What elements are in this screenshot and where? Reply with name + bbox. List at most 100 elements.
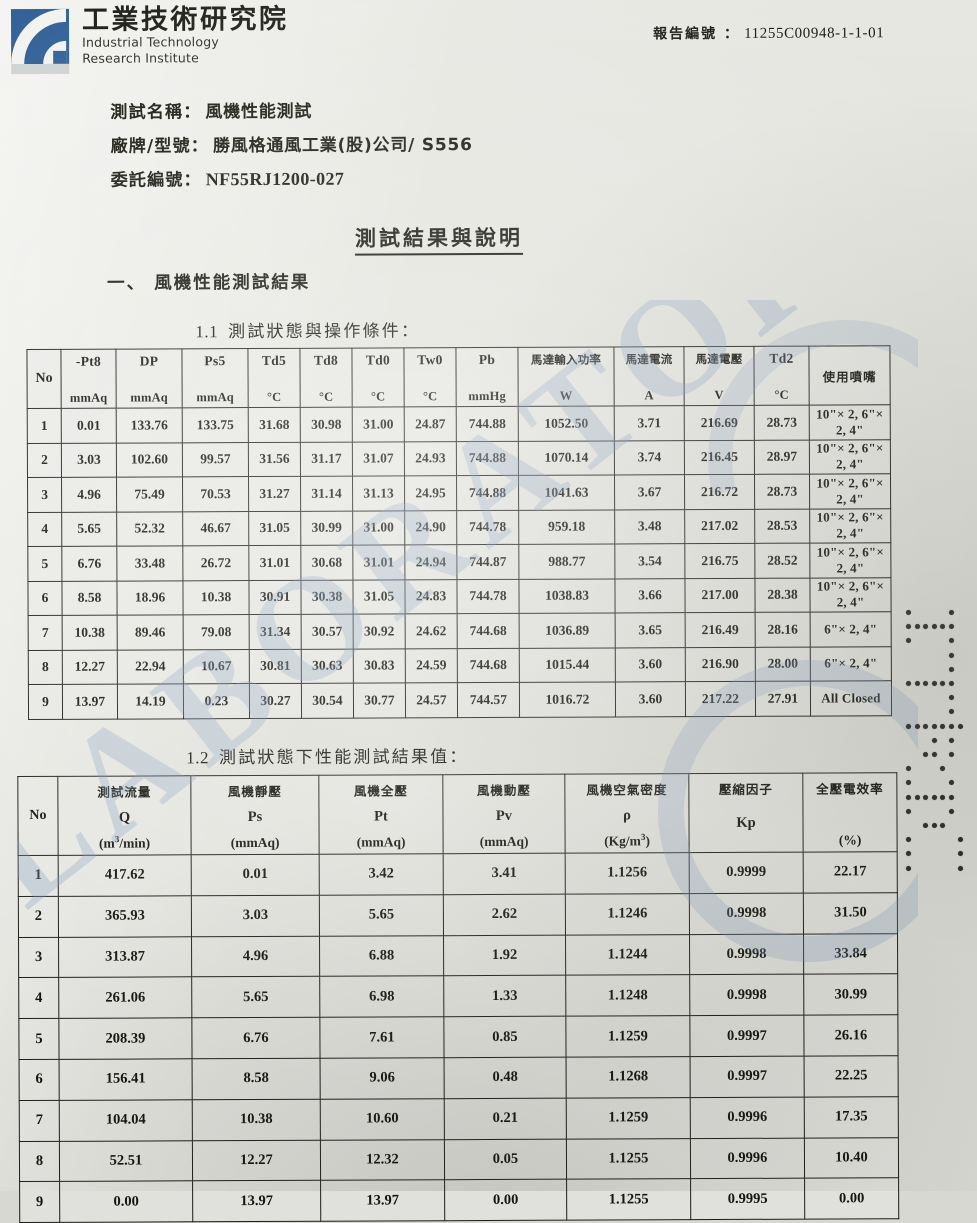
col-header-label: 風機全壓 [320, 780, 441, 800]
table-cell: 30.27 [249, 683, 301, 718]
section-heading-1: 一、 風機性能測試結果 [107, 269, 310, 295]
table-cell: 31.00 [353, 510, 405, 545]
table-cell: 1.1255 [567, 1179, 691, 1220]
punch-dot [958, 724, 963, 729]
table-cell: 30.63 [301, 649, 353, 684]
table-cell: 26.72 [183, 546, 249, 581]
col-header-label: 風機動壓 [444, 779, 563, 799]
table-cell: 217.02 [685, 509, 755, 544]
punch-dot [923, 681, 928, 686]
table-cell: 3.60 [615, 647, 685, 682]
table-cell: 10"× 2, 6"× 2, 4" [809, 474, 890, 509]
table-cell: 3.48 [615, 509, 685, 544]
col-header-label: 壓縮因子 [690, 778, 801, 797]
table-cell: 12.27 [192, 1140, 320, 1181]
table-cell: 0.9998 [689, 934, 803, 975]
table-cell: 24.57 [405, 683, 457, 718]
table-cell: All Closed [810, 681, 891, 716]
col-header-unit: (%) [805, 832, 896, 848]
test-meta-block: 測試名稱： 風機性能測試 廠牌/型號： 勝風格通風工業(股)公司/ S556 委… [110, 96, 473, 200]
col-header-unit: °C [302, 389, 351, 404]
table-cell: 216.75 [685, 543, 755, 578]
table-cell: 1041.63 [518, 475, 614, 510]
table-cell: 3.67 [614, 475, 684, 510]
table-cell: 1.1259 [566, 1016, 690, 1057]
col-header-label: 使用噴嘴 [810, 366, 890, 385]
punch-dot [940, 724, 945, 729]
table-cell: 9.06 [320, 1058, 444, 1099]
table-cell: 52.32 [117, 511, 183, 546]
table-cell: 17.35 [804, 1096, 898, 1137]
col-header-label: Td5 [249, 352, 298, 368]
meta-label: 測試名稱： [110, 97, 201, 122]
meta-value: 勝風格通風工業(股)公司/ S556 [213, 130, 473, 156]
table-cell: 133.76 [116, 408, 182, 443]
row-index-cell: 6 [28, 581, 62, 616]
table-cell: 0.00 [445, 1180, 567, 1221]
col-header-label: Td0 [353, 352, 402, 368]
table-cell: 3.03 [61, 443, 116, 478]
table-cell: 0.9999 [689, 852, 803, 893]
col-header-symbol: Q [59, 809, 189, 827]
table-cell: 28.38 [755, 578, 810, 613]
table-1-col-header: Td2°C [754, 346, 809, 405]
table-cell: 0.9996 [690, 1097, 804, 1138]
table-cell: 744.68 [457, 613, 519, 648]
table-cell: 30.54 [301, 683, 353, 718]
table-cell: 22.25 [804, 1056, 898, 1097]
table-cell: 6.88 [320, 935, 444, 976]
meta-label: 委託編號： [111, 165, 202, 190]
table-cell: 10"× 2, 6"× 2, 4" [810, 508, 891, 543]
report-number-value: 11255C00948-1-1-01 [744, 25, 884, 42]
row-index-cell: 2 [18, 896, 58, 937]
table-cell: 10.38 [192, 1099, 320, 1140]
itri-logo-icon [10, 8, 72, 76]
punch-dot [932, 681, 937, 686]
punch-dot [906, 624, 911, 629]
table-cell: 79.08 [183, 615, 249, 650]
table-cell: 26.16 [804, 1015, 898, 1056]
table-cell: 30.83 [353, 648, 405, 683]
table-1-col-header: Td5°C [248, 348, 300, 407]
punch-dot [958, 837, 963, 842]
table-cell: 1.1259 [566, 1097, 690, 1138]
punch-dot [949, 610, 954, 615]
table-cell: 31.56 [248, 442, 300, 477]
punch-dot [940, 624, 945, 629]
table-cell: 24.94 [405, 545, 457, 580]
punch-dot [906, 638, 911, 643]
table-cell: 13.97 [193, 1181, 321, 1222]
table-cell: 1.92 [444, 935, 566, 976]
table-cell: 0.21 [444, 1098, 566, 1139]
punch-dot [932, 724, 937, 729]
table-cell: 30.38 [301, 580, 353, 615]
table-cell: 216.49 [685, 612, 755, 647]
punch-dot [949, 667, 954, 672]
table-cell: 216.90 [685, 647, 755, 682]
table-cell: 31.01 [353, 545, 405, 580]
table-cell: 744.78 [457, 510, 519, 545]
col-header-label: -Pt8 [62, 353, 114, 369]
organization-names: 工業技術研究院 Industrial Technology Research I… [82, 5, 289, 67]
table-cell: 3.41 [443, 853, 565, 894]
col-header-symbol: Pv [444, 807, 563, 825]
table-cell: 30.81 [249, 649, 301, 684]
row-index-cell: 6 [19, 1059, 59, 1100]
table-cell: 24.59 [405, 648, 457, 683]
table-cell: 31.27 [248, 476, 300, 511]
col-header-label: Td8 [301, 352, 350, 368]
